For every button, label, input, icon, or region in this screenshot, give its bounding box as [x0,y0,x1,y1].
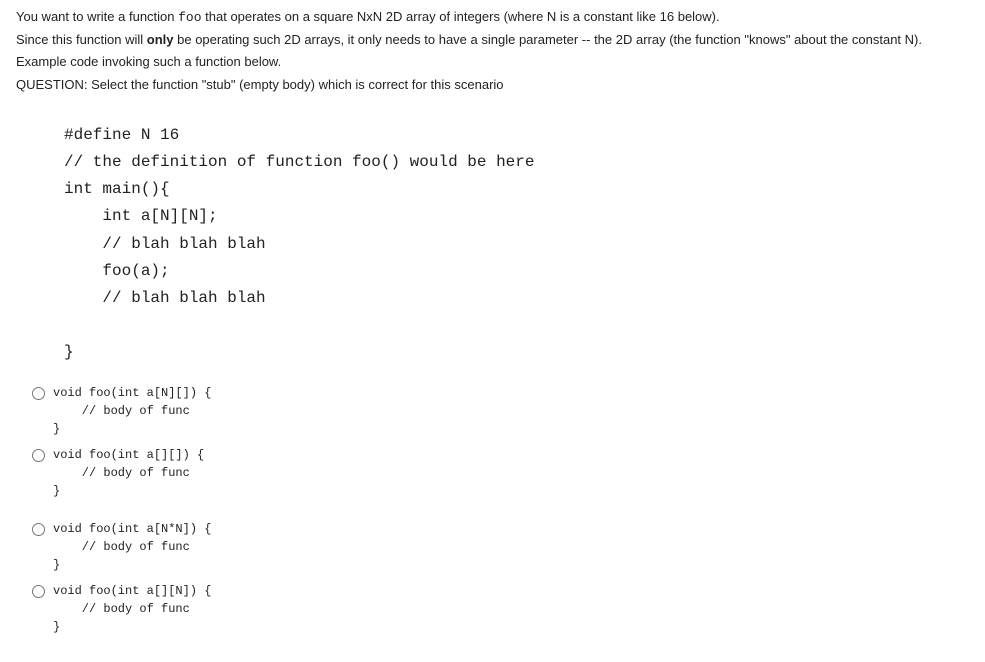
q1-pre: You want to write a function [16,9,178,24]
option-4[interactable]: void foo(int a[][N]) { // body of func } [32,582,969,636]
option-1-radio[interactable] [32,387,45,400]
answer-options: void foo(int a[N][]) { // body of func }… [32,384,969,636]
question-line-4: QUESTION: Select the function "stub" (em… [16,76,969,94]
option-3-code: void foo(int a[N*N]) { // body of func } [53,520,211,574]
q2-pre: Since this function will [16,32,147,47]
question-line-2: Since this function will only be operati… [16,31,969,49]
option-4-code: void foo(int a[][N]) { // body of func } [53,582,211,636]
question-line-1: You want to write a function foo that op… [16,8,969,27]
option-3-radio[interactable] [32,523,45,536]
option-2-radio[interactable] [32,449,45,462]
example-code-block: #define N 16 // the definition of functi… [64,122,969,367]
option-2-code: void foo(int a[][]) { // body of func } [53,446,204,500]
option-4-radio[interactable] [32,585,45,598]
option-2[interactable]: void foo(int a[][]) { // body of func } [32,446,969,500]
q2-post: be operating such 2D arrays, it only nee… [174,32,922,47]
option-1[interactable]: void foo(int a[N][]) { // body of func } [32,384,969,438]
option-1-code: void foo(int a[N][]) { // body of func } [53,384,211,438]
q1-post: that operates on a square NxN 2D array o… [202,9,720,24]
q1-mono: foo [178,10,201,25]
option-3[interactable]: void foo(int a[N*N]) { // body of func } [32,520,969,574]
q2-bold: only [147,32,174,47]
question-line-3: Example code invoking such a function be… [16,53,969,71]
question-prompt: You want to write a function foo that op… [16,8,969,94]
